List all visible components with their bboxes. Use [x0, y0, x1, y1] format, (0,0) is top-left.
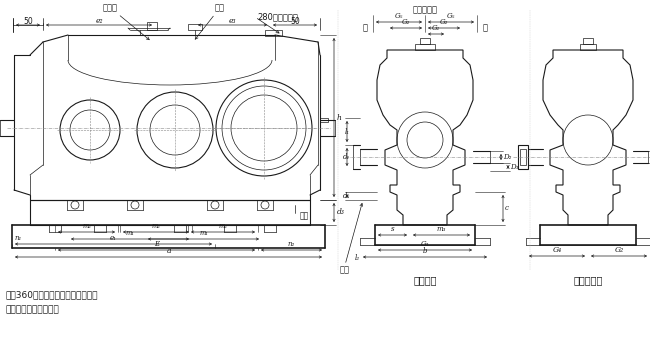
Text: 50: 50: [23, 17, 33, 26]
Text: m₂: m₂: [218, 222, 227, 230]
Text: D₃: D₃: [510, 163, 519, 171]
Text: 锁紧盘联接: 锁紧盘联接: [573, 275, 603, 285]
Text: m₁: m₁: [125, 229, 135, 237]
Text: m₂: m₂: [82, 222, 91, 230]
Bar: [188, 24, 202, 30]
Bar: [320, 118, 328, 122]
Text: G₂: G₂: [402, 18, 410, 26]
Text: c: c: [505, 204, 509, 212]
Text: l₂: l₂: [354, 254, 359, 262]
Text: d₁: d₁: [343, 153, 350, 161]
Text: n₂: n₂: [288, 240, 295, 248]
Text: G₂: G₂: [440, 18, 448, 26]
Text: 规格360以上，底座上带起缝螺栓，: 规格360以上，底座上带起缝螺栓，: [5, 291, 98, 300]
Text: h: h: [337, 113, 342, 121]
Bar: [518, 145, 528, 169]
Text: E: E: [154, 240, 159, 248]
Text: 50: 50: [290, 17, 300, 26]
Text: G₃: G₃: [421, 240, 429, 248]
Text: e₃: e₃: [228, 17, 236, 25]
Text: 右: 右: [482, 24, 488, 33]
Text: n₁: n₁: [14, 234, 21, 242]
Text: l₁: l₁: [345, 127, 350, 136]
Text: d₅: d₅: [343, 192, 350, 200]
Text: b: b: [422, 247, 427, 255]
Text: 油尺: 油尺: [215, 3, 225, 12]
Text: G₅: G₅: [395, 12, 403, 20]
Text: m₂: m₂: [151, 222, 161, 230]
Text: a: a: [166, 247, 171, 255]
Text: G₅: G₅: [447, 12, 455, 20]
Text: 风扇: 风扇: [340, 265, 350, 274]
Text: 所需的端盖: 所需的端盖: [413, 6, 437, 15]
Text: D₂: D₂: [503, 153, 512, 161]
Text: G₁: G₁: [432, 24, 440, 32]
Text: m₁: m₁: [199, 229, 208, 237]
Bar: [420, 38, 430, 44]
Text: 油塞: 油塞: [300, 211, 309, 220]
Bar: [147, 22, 157, 30]
Bar: [415, 44, 435, 50]
Bar: [583, 38, 593, 44]
Text: G₄: G₄: [552, 246, 562, 254]
Text: m₃: m₃: [437, 225, 446, 233]
Text: 280以上起吊耳: 280以上起吊耳: [257, 12, 298, 21]
Text: 下箱体前端面为找正面: 下箱体前端面为找正面: [5, 306, 58, 315]
Text: 平键联接: 平键联接: [413, 275, 437, 285]
Text: 左: 左: [363, 24, 367, 33]
Bar: [520, 149, 526, 165]
Text: e₁: e₁: [110, 234, 117, 242]
Text: s: s: [391, 225, 395, 233]
Bar: [265, 30, 282, 36]
Text: G₂: G₂: [614, 246, 623, 254]
Text: d₃: d₃: [337, 209, 345, 217]
Text: e₂: e₂: [96, 17, 103, 25]
Text: 通气帽: 通气帽: [103, 3, 118, 12]
Bar: [580, 44, 596, 50]
